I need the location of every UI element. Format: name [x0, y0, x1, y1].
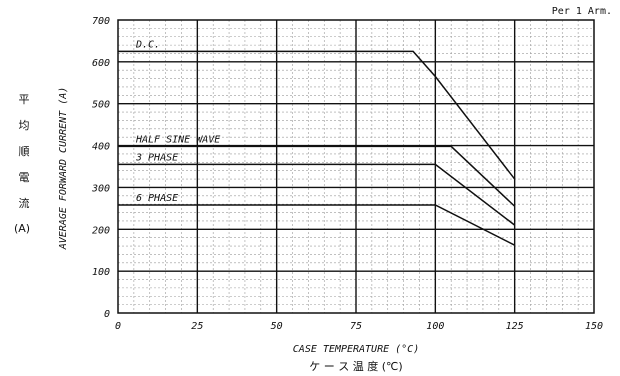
series-line [118, 145, 516, 207]
series-line [118, 163, 516, 226]
y-axis-title-jp-char: 均 [19, 119, 30, 132]
series-label: D.C. [135, 39, 160, 50]
y-tick-label: 600 [92, 58, 110, 69]
major-grid [118, 20, 594, 313]
x-tick-label: 150 [585, 321, 603, 332]
x-tick-label: 125 [506, 321, 524, 332]
y-axis-title: AVERAGE FORWARD CURRENT (A) [58, 87, 69, 251]
y-axis-title-jp-char: 平 [19, 93, 30, 106]
y-axis-title-jp-char: 順 [19, 145, 30, 158]
y-axis-title-jp-char: 電 [19, 171, 30, 184]
series-line [118, 50, 516, 180]
y-tick-label: 0 [104, 309, 110, 320]
series-label: 3 PHASE [135, 152, 178, 163]
series-lines [118, 50, 516, 246]
x-tick-label: 25 [191, 321, 203, 332]
y-tick-label: 700 [92, 16, 110, 27]
x-axis-title-jp: ケ ー ス 温 度 (℃) [309, 359, 402, 373]
y-axis-title-jp-char: (A) [14, 222, 30, 235]
series-label: 6 PHASE [136, 193, 178, 204]
y-tick-labels: 0 100 200 300 400 500 600 700 [91, 16, 110, 320]
series-label: HALF SINE WAVE [135, 134, 220, 145]
x-tick-label: 100 [426, 321, 444, 332]
y-tick-label: 300 [91, 183, 110, 194]
note-label: Per 1 Arm. [552, 6, 612, 17]
y-tick-label: 100 [92, 267, 110, 278]
series-line [118, 204, 516, 246]
y-tick-label: 200 [92, 225, 110, 236]
x-tick-labels: 0 25 50 75 100 125 150 [115, 321, 603, 332]
x-tick-label: 0 [115, 321, 121, 332]
plot-frame [117, 19, 595, 314]
series-labels: D.C. HALF SINE WAVE 3 PHASE 6 PHASE [135, 39, 220, 204]
x-tick-label: 50 [271, 321, 283, 332]
y-axis-title-jp-char: 流 [19, 196, 30, 210]
y-tick-label: 500 [92, 100, 110, 111]
x-tick-label: 75 [350, 321, 362, 332]
y-axis-title-jp: 平 均 順 電 流 (A) [14, 93, 30, 235]
x-axis-title: CASE TEMPERATURE (°C) [293, 344, 419, 355]
y-tick-label: 400 [92, 142, 110, 153]
